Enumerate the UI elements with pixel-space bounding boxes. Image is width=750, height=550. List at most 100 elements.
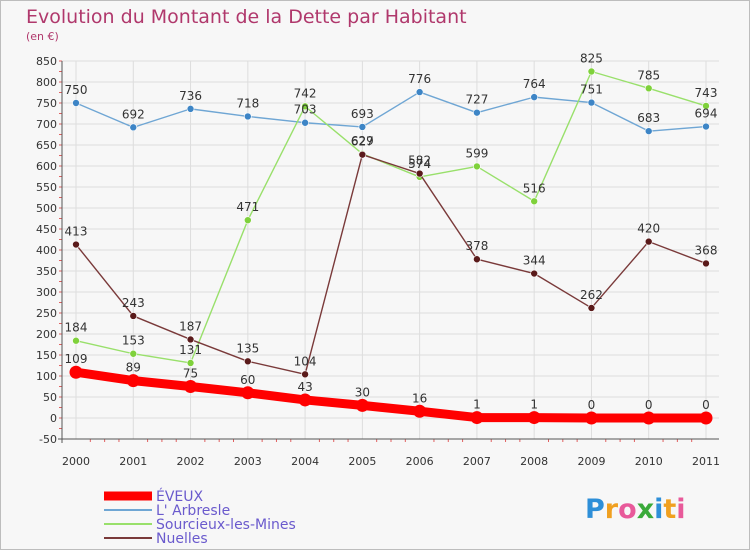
data-label: 694 [695, 107, 718, 121]
x-tick-label: 2008 [520, 455, 548, 468]
y-tick-label: 400 [36, 244, 57, 257]
data-label: 153 [122, 334, 145, 348]
data-label: 378 [465, 239, 488, 253]
y-tick-label: 750 [36, 97, 57, 110]
data-label: 751 [580, 83, 603, 97]
data-point [72, 99, 80, 107]
data-point [301, 118, 309, 127]
legend-label: Nuelles [156, 531, 208, 547]
data-point [358, 150, 367, 159]
x-tick-label: 2004 [291, 455, 319, 468]
unit-label: (en €) [26, 30, 59, 43]
series-line [75, 70, 707, 364]
series-layer [69, 67, 713, 425]
data-label: 43 [297, 380, 312, 394]
data-point [702, 102, 710, 110]
data-label: 776 [408, 72, 431, 86]
data-label: 599 [465, 146, 488, 160]
data-label: 750 [65, 83, 88, 97]
y-tick-label: 550 [36, 181, 57, 194]
data-label: 60 [240, 373, 255, 387]
x-tick-label: 2006 [406, 455, 434, 468]
data-point [587, 304, 596, 312]
data-point [129, 123, 138, 132]
y-tick-label: 50 [43, 391, 57, 404]
y-tick-label: 650 [36, 139, 57, 152]
data-label: 718 [236, 96, 259, 110]
data-point [69, 365, 83, 379]
grid-lines [62, 60, 719, 440]
x-tick-label: 2000 [62, 455, 90, 468]
y-tick-label: 600 [36, 160, 57, 173]
data-point [415, 169, 424, 178]
data-point [642, 411, 656, 425]
series-line [75, 153, 707, 376]
x-tick-label: 2010 [635, 455, 663, 468]
legend-label: L' Arbresle [156, 503, 230, 519]
data-point [527, 411, 541, 425]
data-point [301, 102, 309, 111]
data-label: 742 [294, 86, 317, 100]
data-label: 727 [465, 93, 488, 107]
data-point [530, 269, 538, 278]
data-label: 582 [408, 154, 431, 168]
x-axis: 2000 2001 2002 2003 2004 2005 2006 2007 2008 2009… [58, 438, 720, 468]
data-point [530, 197, 538, 206]
data-point [186, 359, 195, 367]
data-label: 131 [179, 343, 202, 357]
x-tick-label: 2009 [577, 455, 605, 468]
data-point [244, 357, 252, 366]
data-label: 736 [179, 89, 202, 103]
data-label: 368 [695, 243, 718, 257]
data-point [473, 108, 481, 117]
data-point [298, 393, 312, 407]
y-tick-label: 800 [36, 76, 57, 89]
data-label: 187 [179, 319, 202, 333]
x-tick-label: 2005 [348, 455, 376, 468]
y-tick-label: 150 [36, 349, 57, 362]
y-tick-label: 450 [36, 223, 57, 236]
data-point [244, 112, 252, 121]
y-tick-label: 250 [36, 307, 57, 320]
data-point [644, 127, 653, 135]
y-tick-label: 350 [36, 265, 57, 278]
data-label: 693 [351, 107, 374, 121]
data-point [587, 67, 596, 76]
data-label: 30 [355, 385, 370, 399]
x-tick-label: 2007 [463, 455, 491, 468]
data-label: 0 [702, 398, 710, 412]
data-point [530, 93, 538, 101]
data-point [473, 162, 481, 171]
y-tick-label: 200 [36, 328, 57, 341]
proxiti-logo: Proxiti [585, 494, 686, 525]
data-label: 471 [236, 200, 259, 214]
series-2 [72, 67, 710, 367]
data-point [415, 88, 424, 96]
x-tick-label: 2001 [119, 455, 147, 468]
data-point [126, 374, 140, 388]
data-point [644, 237, 653, 246]
y-tick-label: 300 [36, 286, 57, 299]
data-point [72, 336, 80, 345]
x-tick-label: 2003 [234, 455, 262, 468]
data-label: 135 [236, 341, 259, 355]
data-label: 75 [183, 367, 198, 381]
x-tick-label: 2011 [692, 455, 720, 468]
y-tick-label: 500 [36, 202, 57, 215]
data-label: 825 [580, 52, 603, 66]
data-label: 89 [126, 361, 141, 375]
data-label: 0 [588, 398, 596, 412]
y-tick-label: 100 [36, 370, 57, 383]
data-point [241, 386, 255, 400]
data-point [470, 411, 484, 425]
data-point [72, 240, 80, 249]
legend-label: ÉVEUX [156, 488, 204, 505]
data-point [129, 312, 138, 320]
data-point [301, 370, 309, 379]
data-point [244, 216, 252, 224]
data-point [358, 123, 367, 131]
data-point [584, 411, 598, 425]
